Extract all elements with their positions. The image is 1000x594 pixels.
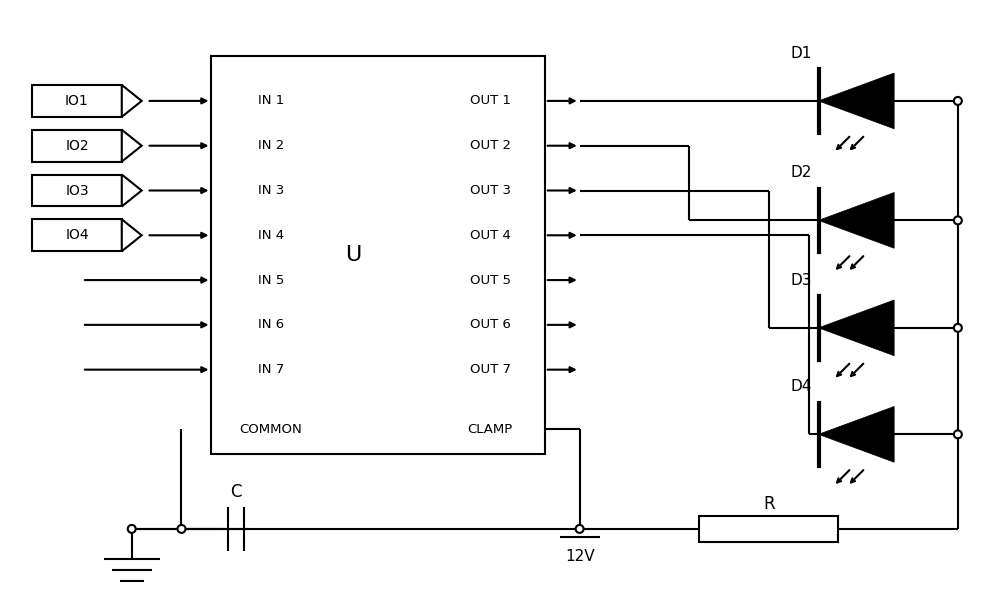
Circle shape — [954, 97, 962, 105]
Text: IO1: IO1 — [65, 94, 89, 108]
Text: D4: D4 — [791, 379, 812, 394]
Text: 12V: 12V — [565, 549, 594, 564]
Text: IO4: IO4 — [65, 228, 89, 242]
Text: IN 2: IN 2 — [258, 139, 284, 152]
Text: OUT 5: OUT 5 — [470, 274, 511, 286]
Text: COMMON: COMMON — [240, 423, 302, 436]
FancyBboxPatch shape — [32, 175, 122, 207]
Circle shape — [576, 525, 584, 533]
Text: IN 4: IN 4 — [258, 229, 284, 242]
Text: IN 3: IN 3 — [258, 184, 284, 197]
Polygon shape — [819, 192, 894, 248]
Text: OUT 3: OUT 3 — [470, 184, 511, 197]
Polygon shape — [819, 73, 894, 129]
Text: OUT 1: OUT 1 — [470, 94, 511, 108]
Circle shape — [954, 216, 962, 225]
FancyBboxPatch shape — [32, 219, 122, 251]
Text: D2: D2 — [791, 165, 812, 180]
Polygon shape — [122, 175, 142, 207]
Polygon shape — [122, 219, 142, 251]
Text: C: C — [230, 483, 242, 501]
FancyBboxPatch shape — [211, 56, 545, 454]
Text: R: R — [763, 495, 775, 513]
Text: CLAMP: CLAMP — [467, 423, 513, 436]
Text: OUT 6: OUT 6 — [470, 318, 510, 331]
Circle shape — [128, 525, 136, 533]
Text: IN 7: IN 7 — [258, 363, 284, 376]
Polygon shape — [819, 300, 894, 356]
Text: OUT 4: OUT 4 — [470, 229, 510, 242]
Circle shape — [178, 525, 185, 533]
Circle shape — [954, 324, 962, 332]
Text: OUT 2: OUT 2 — [470, 139, 511, 152]
Polygon shape — [122, 85, 142, 117]
Text: D1: D1 — [791, 46, 812, 61]
FancyBboxPatch shape — [699, 516, 838, 542]
FancyBboxPatch shape — [32, 129, 122, 162]
FancyBboxPatch shape — [32, 85, 122, 117]
Polygon shape — [819, 406, 894, 462]
Text: D3: D3 — [791, 273, 812, 287]
Text: IN 1: IN 1 — [258, 94, 284, 108]
Circle shape — [954, 431, 962, 438]
Text: OUT 7: OUT 7 — [470, 363, 511, 376]
Text: IN 5: IN 5 — [258, 274, 284, 286]
Polygon shape — [122, 129, 142, 162]
Text: U: U — [345, 245, 361, 265]
Text: IN 6: IN 6 — [258, 318, 284, 331]
Text: IO3: IO3 — [65, 184, 89, 197]
Text: IO2: IO2 — [65, 139, 89, 153]
